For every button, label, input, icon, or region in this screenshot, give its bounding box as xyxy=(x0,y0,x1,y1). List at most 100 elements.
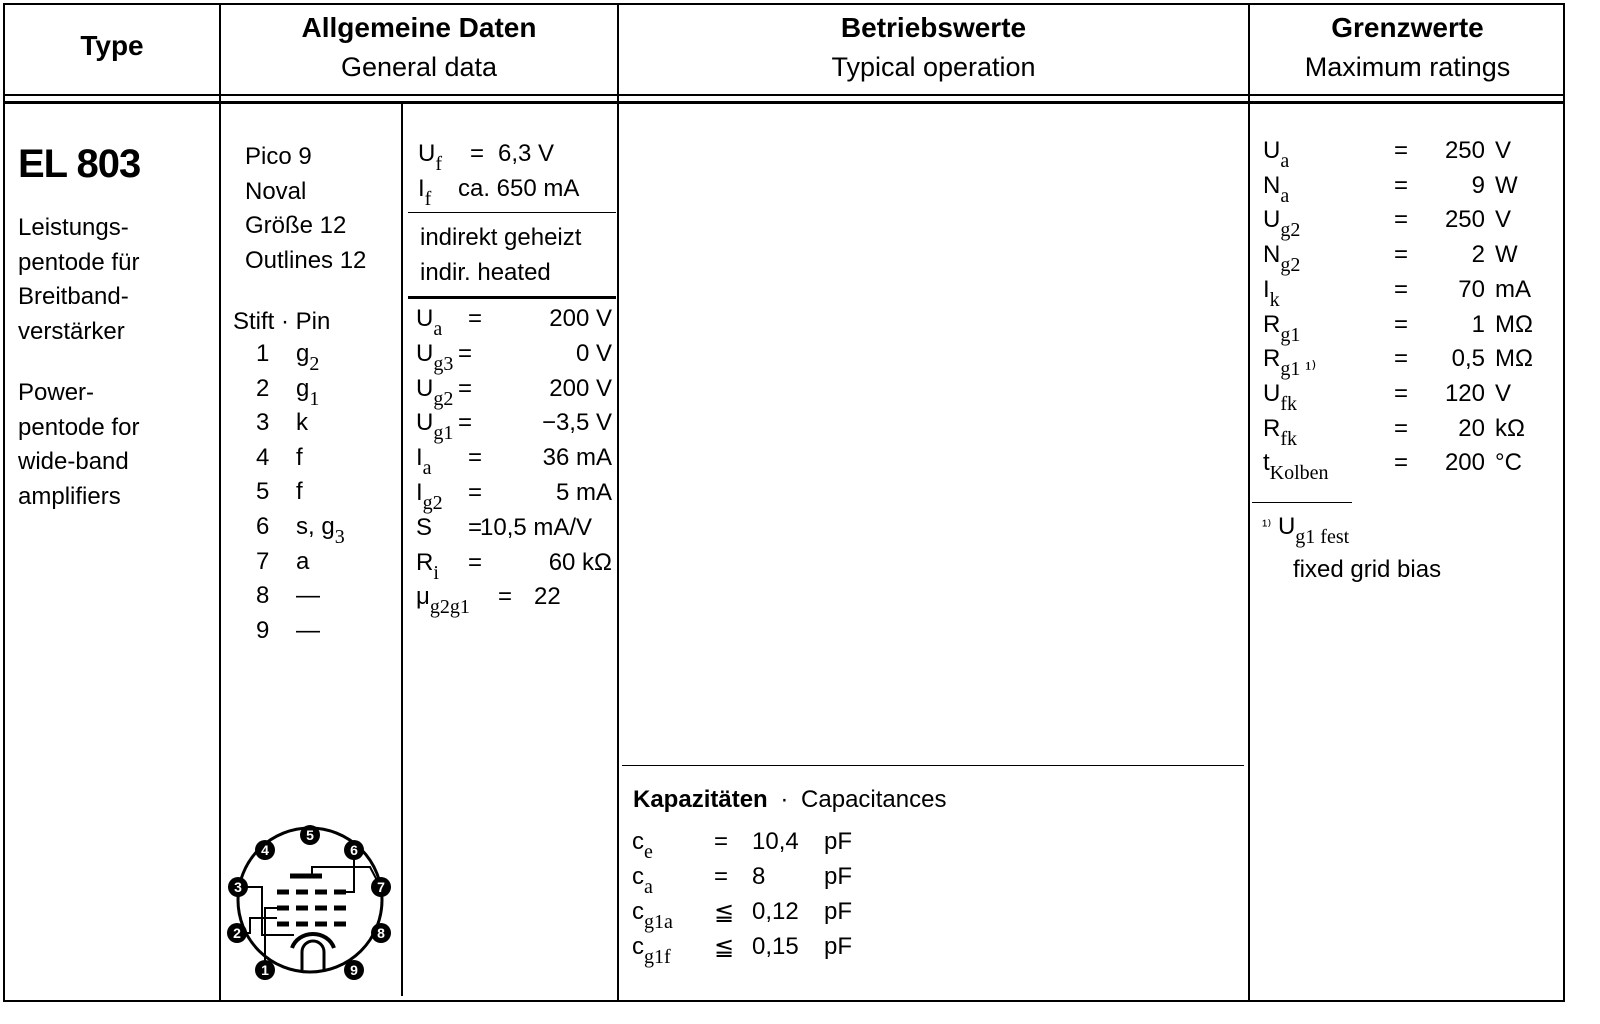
symbol-subscript: Kolben xyxy=(1269,462,1329,485)
value: 22 xyxy=(534,583,561,611)
pin-function-label: — xyxy=(296,616,320,644)
symbol-subscript: g2 xyxy=(422,492,443,514)
symbol-subscript: a xyxy=(422,457,432,480)
equals: = xyxy=(458,374,473,402)
capacitance-separator: · xyxy=(780,786,789,813)
pin-function: a xyxy=(296,548,309,576)
text-line: pentode für xyxy=(18,248,140,276)
equals: = xyxy=(498,583,513,611)
equals: = xyxy=(1394,137,1409,164)
symbol-subscript: g2 xyxy=(1280,254,1301,277)
tube-description-de: Leistungs-pentode für Breitband-verstärke… xyxy=(18,211,139,349)
symbol-subscript: fk xyxy=(1280,427,1298,450)
heater-divider xyxy=(408,212,616,213)
heating-divider xyxy=(408,296,616,299)
pin-dot-label: 3 xyxy=(234,879,242,895)
value: 9 xyxy=(1471,171,1485,199)
value: 6,3 V xyxy=(498,140,555,167)
footnote-divider xyxy=(1252,502,1352,503)
relation: ≦ xyxy=(714,934,735,961)
unit: V xyxy=(1495,137,1512,164)
heating-en: indir. heated xyxy=(420,259,551,286)
unit: W xyxy=(1495,241,1518,269)
symbol-letter: c xyxy=(632,828,644,855)
symbol: Rfk xyxy=(1263,414,1297,450)
value: 10,5 mA/V xyxy=(480,513,593,541)
capacitance-title-de: Kapazitäten xyxy=(633,786,768,813)
base-info: Pico 9 Noval Größe 12 Outlines 12 xyxy=(245,140,366,278)
pin-function-label: g xyxy=(296,374,310,402)
value: 250 xyxy=(1444,137,1485,164)
symbol: Ig2 xyxy=(416,479,443,514)
unit: mA xyxy=(1495,275,1531,303)
symbol-subscript: f xyxy=(424,188,432,210)
value: 250 xyxy=(1444,206,1485,234)
symbol-letter: U xyxy=(416,305,434,332)
relation: ≦ xyxy=(714,899,735,926)
pin-dot-label: 5 xyxy=(306,827,314,843)
symbol-letter: I xyxy=(1263,275,1270,303)
symbol-subscript: g2 xyxy=(1280,219,1301,242)
value: 0,5 xyxy=(1451,345,1485,373)
equals: = xyxy=(470,140,485,167)
pin-dot-label: 7 xyxy=(377,879,385,895)
symbol: Ug3 xyxy=(416,340,453,375)
symbol-letter: t xyxy=(1263,449,1270,477)
pin-function-subscript: 3 xyxy=(334,526,345,548)
header-type: Type xyxy=(80,30,144,61)
pin-function-label: s, g xyxy=(296,513,335,540)
footnote-symbol: U xyxy=(1277,513,1296,540)
symbol: Rg1 xyxy=(1263,311,1300,346)
symbol-subscript: g1f xyxy=(644,946,671,968)
unit: kΩ xyxy=(1495,414,1525,442)
pin-number: 1 xyxy=(256,340,270,367)
symbol-letter: I xyxy=(418,175,425,202)
pin-dot-label: 4 xyxy=(261,842,269,858)
unit: MΩ xyxy=(1495,345,1533,373)
equals: = xyxy=(1394,414,1409,442)
symbol-subscript: g1 xyxy=(433,422,454,445)
pin-header: Stift · Pin xyxy=(233,308,331,335)
symbol-subscript: i xyxy=(433,561,439,584)
pin-dot xyxy=(371,923,391,943)
text-line: Größe 12 xyxy=(245,212,347,239)
pin-function-label: g xyxy=(296,340,310,367)
footnote: ¹⁾ Ug1 fest xyxy=(1262,513,1349,548)
pin-function: s, g3 xyxy=(296,513,345,548)
capacitance-divider xyxy=(622,765,1244,766)
symbol-subscript: g2 xyxy=(433,387,454,410)
symbol-letter: c xyxy=(632,933,644,960)
symbol-letter: R xyxy=(1263,414,1281,442)
unit: pF xyxy=(824,898,853,925)
pin-number: 4 xyxy=(256,443,270,471)
header-divider-double xyxy=(3,101,1565,104)
pin-function: k xyxy=(296,409,308,437)
symbol-letter: U xyxy=(418,140,436,167)
pin-dot xyxy=(300,825,320,845)
pin-number: 2 xyxy=(256,374,270,402)
symbol: cg1f xyxy=(632,933,671,968)
unit: MΩ xyxy=(1495,310,1533,338)
equals: = xyxy=(1394,310,1409,338)
text-line: pentode for xyxy=(18,413,140,441)
symbol-subscript: g1a xyxy=(644,911,673,933)
symbol: S xyxy=(416,514,432,542)
pin-dot xyxy=(227,923,247,943)
symbol-subscript: g2g1 xyxy=(429,596,470,619)
symbol: ca xyxy=(632,863,653,898)
value: ca. 650 mA xyxy=(458,175,580,202)
capacitance-title: Kapazitäten · Capacitances xyxy=(633,786,946,814)
symbol: ce xyxy=(632,828,653,863)
symbol: Ua xyxy=(416,305,442,340)
pin-function-label: f xyxy=(296,443,303,471)
symbol: Rg1 ¹⁾ xyxy=(1263,345,1316,380)
unit: °C xyxy=(1495,449,1522,477)
symbol-letter: I xyxy=(416,444,423,472)
header-max-en: Maximum ratings xyxy=(1304,52,1511,82)
pin-function-label: a xyxy=(296,547,310,575)
pin-function-subscript: 2 xyxy=(309,353,320,375)
value: 0,15 xyxy=(752,933,799,960)
unit: pF xyxy=(824,933,853,960)
pin-number: 8 xyxy=(256,582,270,610)
symbol-letter: U xyxy=(1263,137,1281,164)
